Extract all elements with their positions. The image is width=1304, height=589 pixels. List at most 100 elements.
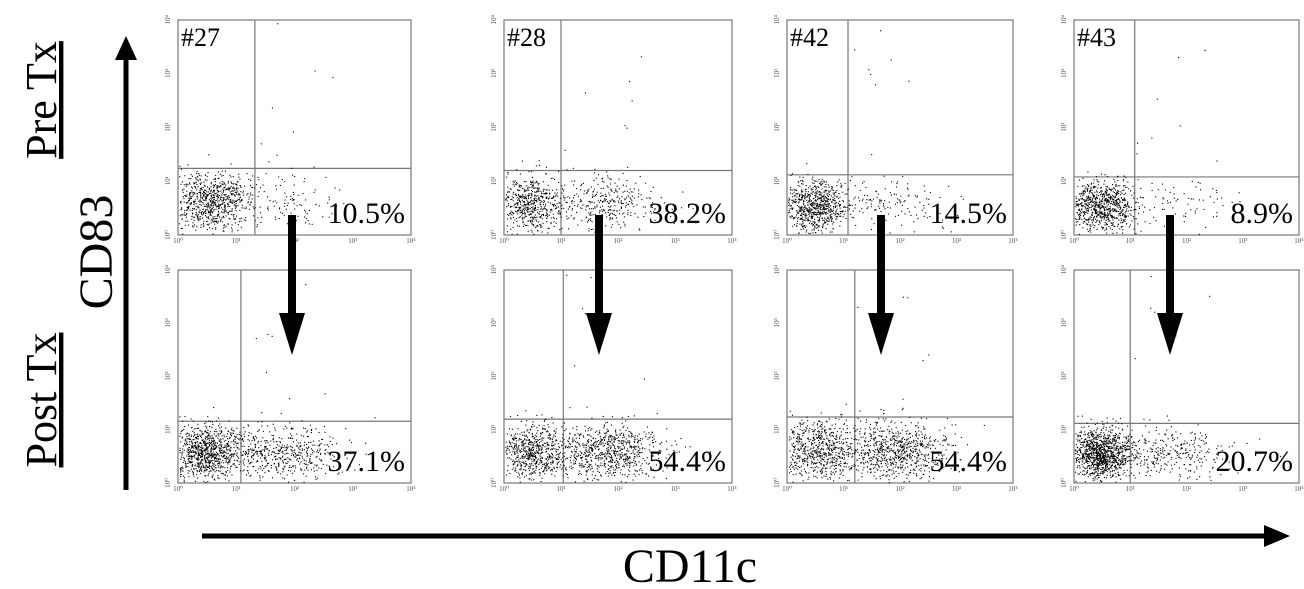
event-dot xyxy=(1127,210,1129,212)
event-dot xyxy=(651,206,653,208)
event-dot xyxy=(212,191,214,193)
event-dot xyxy=(201,451,203,453)
event-dot xyxy=(187,220,189,222)
event-dot xyxy=(316,477,318,479)
event-dot xyxy=(1120,206,1122,208)
event-dot xyxy=(873,198,875,200)
event-dot xyxy=(1089,224,1091,226)
event-dot xyxy=(822,204,824,206)
event-dot xyxy=(537,225,539,227)
event-dot xyxy=(223,191,225,193)
event-dot xyxy=(253,453,255,455)
event-dot xyxy=(1083,214,1085,216)
quadrant-percent-label: 8.9% xyxy=(1231,197,1294,230)
event-dot xyxy=(838,179,840,181)
event-dot xyxy=(531,189,533,191)
event-dot xyxy=(611,224,613,226)
event-dot xyxy=(217,210,219,212)
event-dot xyxy=(808,187,810,189)
event-dot xyxy=(541,226,543,228)
event-dot xyxy=(605,195,607,197)
event-dot xyxy=(1136,198,1138,200)
event-dot xyxy=(205,447,207,449)
event-dot xyxy=(1144,206,1146,208)
event-dot xyxy=(818,186,820,188)
event-dot xyxy=(185,466,187,468)
event-dot xyxy=(191,196,193,198)
event-dot xyxy=(287,223,289,225)
event-dot xyxy=(183,429,185,431)
event-dot xyxy=(554,475,556,477)
event-dot xyxy=(188,451,190,453)
event-dot xyxy=(1216,215,1218,217)
event-dot xyxy=(235,215,237,217)
event-dot xyxy=(240,434,242,436)
event-dot xyxy=(195,211,197,213)
event-dot xyxy=(272,435,274,437)
event-dot xyxy=(1097,194,1099,196)
event-dot xyxy=(214,181,216,183)
event-dot xyxy=(620,207,622,209)
event-dot xyxy=(275,466,277,468)
event-dot xyxy=(848,208,850,210)
event-dot xyxy=(238,173,240,175)
event-dot xyxy=(616,191,618,193)
event-dot xyxy=(186,435,188,437)
event-dot xyxy=(539,211,541,213)
event-dot xyxy=(217,177,219,179)
event-dot xyxy=(204,431,206,433)
event-dot xyxy=(803,204,805,206)
event-dot xyxy=(197,207,199,209)
event-dot xyxy=(606,171,608,173)
event-dot xyxy=(516,217,518,219)
event-dot xyxy=(794,195,796,197)
event-dot xyxy=(199,217,201,219)
event-dot xyxy=(1196,208,1198,210)
event-dot xyxy=(185,463,187,465)
event-dot xyxy=(812,202,814,204)
event-dot xyxy=(308,223,310,225)
event-dot xyxy=(640,194,642,196)
event-dot xyxy=(841,211,843,213)
event-dot xyxy=(512,191,514,193)
event-dot xyxy=(240,217,242,219)
event-dot xyxy=(801,206,803,208)
event-dot xyxy=(1087,224,1089,226)
event-dot xyxy=(234,465,236,467)
event-dot xyxy=(1108,196,1110,198)
event-dot xyxy=(185,195,187,197)
event-dot xyxy=(238,194,240,196)
event-dot xyxy=(261,453,263,455)
event-dot xyxy=(547,424,549,426)
event-dot xyxy=(289,459,291,461)
event-dot xyxy=(1093,185,1095,187)
event-dot xyxy=(510,188,512,190)
event-dot xyxy=(507,186,509,188)
event-dot xyxy=(545,197,547,199)
event-dot xyxy=(654,208,656,210)
event-dot xyxy=(229,471,231,473)
event-dot xyxy=(597,200,599,202)
event-dot xyxy=(1099,215,1101,217)
event-dot xyxy=(804,194,806,196)
event-dot xyxy=(1086,200,1088,202)
event-dot xyxy=(811,208,813,210)
event-dot xyxy=(229,454,231,456)
event-dot xyxy=(561,192,563,194)
event-dot xyxy=(800,208,802,210)
event-dot xyxy=(818,217,820,219)
event-dot xyxy=(1104,216,1106,218)
event-dot xyxy=(213,469,215,471)
event-dot xyxy=(1075,221,1077,223)
event-dot xyxy=(882,204,884,206)
event-dot xyxy=(215,227,217,229)
event-dot xyxy=(253,438,255,440)
event-dot xyxy=(284,192,286,194)
event-dot xyxy=(311,461,313,463)
event-dot xyxy=(1092,224,1094,226)
event-dot xyxy=(791,207,793,209)
event-dot xyxy=(528,194,530,196)
event-dot xyxy=(234,438,236,440)
event-dot xyxy=(1151,182,1153,184)
event-dot xyxy=(204,448,206,450)
